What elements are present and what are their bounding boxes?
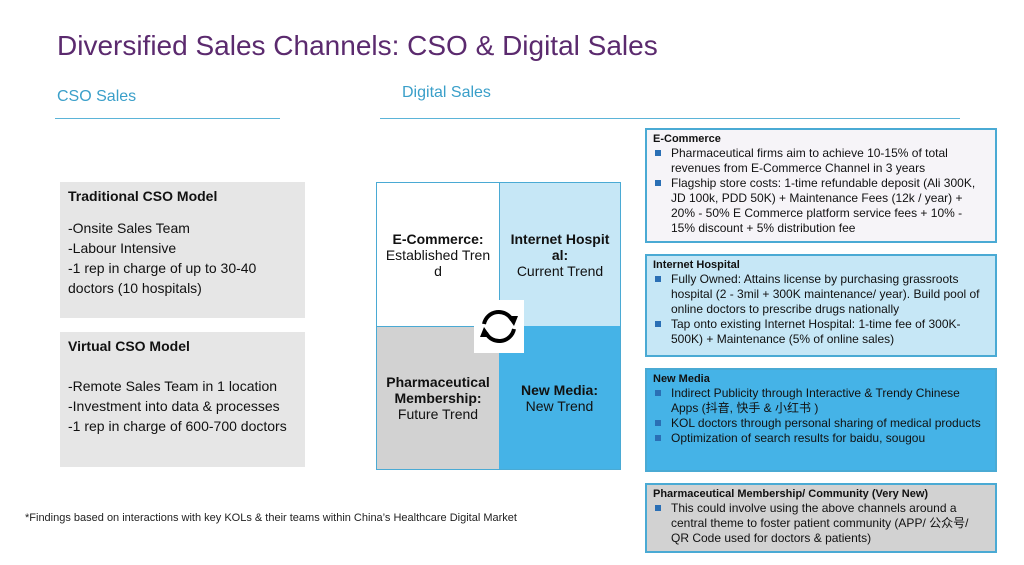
model-line: -Remote Sales Team in 1 location [68,378,278,394]
slide-title: Diversified Sales Channels: CSO & Digita… [57,30,658,61]
model-line: -Investment into data & processes [68,398,280,414]
quadrant-subtitle: New Trend [525,397,594,414]
footnote: *Findings based on interactions with key… [25,512,517,524]
quadrant-frame [376,182,621,470]
bullet: This could involve using the above chann… [653,501,989,546]
quadrant-title: New Media: [520,381,598,398]
divider [380,118,960,119]
cycle-icon [474,300,524,353]
quadrant-subtitle: Established Trend [385,246,491,279]
model-box: Virtual CSO Model -Remote Sales Team in … [60,332,305,467]
bullet: KOL doctors through personal sharing of … [653,416,989,431]
channel-title: E-Commerce [653,133,721,145]
model-box: Traditional CSO Model -Onsite Sales Team… [60,182,305,318]
section-heading: CSO Sales [57,88,137,105]
model-line: -Onsite Sales Team [68,220,190,236]
quadrant-title: E-Commerce: [392,230,484,247]
channel-title: Pharmaceutical Membership/ Community (Ve… [653,488,929,500]
model-title: Virtual CSO Model [68,338,190,354]
channel-box: Internet Hospital Fully Owned: Attains l… [645,254,997,357]
section-heading: Digital Sales [402,84,491,101]
channel-box: New Media Indirect Publicity through Int… [645,368,997,472]
model-title: Traditional CSO Model [68,188,218,204]
channel-title: Internet Hospital [653,259,740,271]
quadrant-subtitle: Future Trend [397,406,479,422]
quadrant-title: Internet Hospital: [510,230,610,263]
bullet: Optimization of search results for baidu… [653,431,989,446]
bullet: Flagship store costs: 1-time refundable … [653,176,989,236]
model-line: -Labour Intensive [68,240,177,256]
bullet: Indirect Publicity through Interactive &… [653,386,989,416]
bullet: Pharmaceutical firms aim to achieve 10-1… [653,146,989,176]
model-line: -1 rep in charge of up to 30-40 doctors … [68,260,257,296]
quadrant-subtitle: Current Trend [516,262,604,279]
channel-title: New Media [653,373,710,385]
quadrant: Pharmaceutical Membership: Future Trend [377,326,499,469]
divider [55,118,280,119]
channel-box: Pharmaceutical Membership/ Community (Ve… [645,483,997,553]
bullet: Fully Owned: Attains license by purchasi… [653,272,989,317]
channel-box: E-Commerce Pharmaceutical firms aim to a… [645,128,997,243]
bullet: Tap onto existing Internet Hospital: 1-t… [653,317,989,347]
model-line: -1 rep in charge of 600-700 doctors [68,418,287,434]
quadrant-title: Pharmaceutical Membership: [386,374,490,406]
